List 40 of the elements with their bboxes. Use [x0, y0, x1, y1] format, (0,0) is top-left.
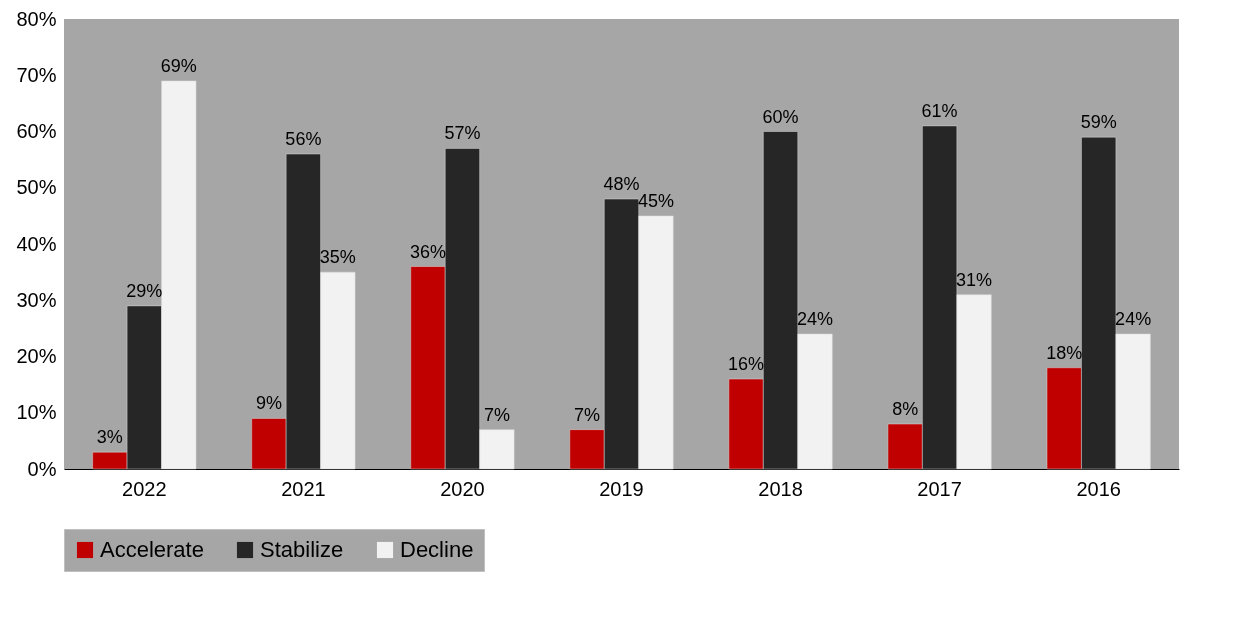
y-tick-label: 60%: [16, 120, 57, 142]
legend-label: Decline: [400, 537, 474, 562]
data-label: 60%: [762, 106, 799, 127]
data-label: 3%: [96, 427, 123, 448]
legend-label: Stabilize: [260, 537, 344, 562]
data-label: 36%: [409, 241, 446, 262]
data-label: 24%: [1115, 309, 1152, 329]
x-tick-label: 2019: [599, 477, 644, 500]
x-tick-label: 2022: [122, 477, 167, 500]
data-label: 57%: [444, 123, 481, 144]
y-tick-label: 20%: [16, 345, 57, 367]
y-tick-label: 0%: [27, 457, 57, 480]
y-tick-label: 50%: [16, 176, 57, 199]
x-tick-label: 2018: [758, 477, 803, 500]
data-label: 35%: [319, 247, 356, 268]
data-label: 18%: [1046, 342, 1083, 363]
data-label: 8%: [892, 399, 919, 419]
data-label: 56%: [285, 129, 322, 149]
y-tick-label: 10%: [16, 401, 57, 424]
y-tick-label: 30%: [16, 288, 57, 311]
y-tick-label: 70%: [16, 63, 57, 86]
legend-label: Accelerate: [100, 537, 204, 562]
data-label: 9%: [255, 393, 282, 414]
data-label: 31%: [956, 269, 993, 290]
x-tick-label: 2016: [1076, 477, 1121, 500]
x-tick-label: 2020: [440, 477, 485, 500]
data-label: 59%: [1080, 112, 1117, 133]
data-label: 7%: [574, 404, 601, 425]
data-label: 48%: [603, 174, 640, 194]
x-tick-label: 2017: [917, 477, 962, 500]
y-tick-label: 40%: [16, 232, 57, 255]
y-tick-label: 80%: [16, 7, 57, 30]
data-label: 16%: [728, 354, 765, 374]
data-label: 61%: [921, 100, 958, 121]
x-tick-label: 2021: [281, 477, 326, 500]
data-label: 69%: [160, 55, 197, 76]
data-label: 45%: [637, 190, 674, 211]
data-label: 29%: [126, 280, 163, 301]
data-label: 7%: [483, 404, 510, 425]
data-label: 24%: [797, 309, 834, 329]
